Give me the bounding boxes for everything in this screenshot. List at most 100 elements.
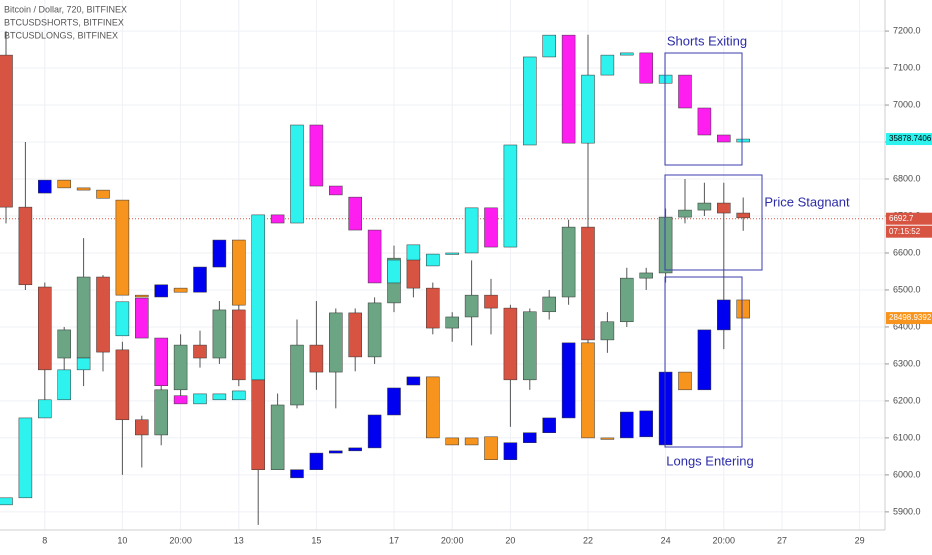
y-tick-label: 6400.0 xyxy=(893,321,921,331)
candle-body xyxy=(697,107,712,136)
candle-body xyxy=(426,253,440,267)
x-tick-label: 20:00 xyxy=(169,535,192,545)
candle-body xyxy=(736,299,750,319)
candle-body xyxy=(18,206,33,286)
candle-body xyxy=(309,344,324,373)
candle-body xyxy=(115,301,130,337)
candle-body xyxy=(193,393,207,405)
candle-body xyxy=(678,371,692,391)
candle-body xyxy=(329,185,343,196)
price-tag xyxy=(886,133,932,146)
candle-body xyxy=(38,179,52,194)
candle-body xyxy=(57,329,71,359)
x-tick-label: 10 xyxy=(117,535,127,545)
y-tick-label: 6500.0 xyxy=(893,284,921,294)
y-tick-label: 7000.0 xyxy=(893,99,921,109)
y-tick-label: 6100.0 xyxy=(893,432,921,442)
annotation: Longs Entering xyxy=(666,453,753,468)
candle-body xyxy=(212,393,227,401)
candle-body xyxy=(697,329,712,391)
candle-body xyxy=(561,34,576,144)
candle-body xyxy=(464,437,479,446)
candle-body xyxy=(329,312,343,373)
candle-body xyxy=(232,309,246,381)
legend-entry: BTCUSDLONGS, BITFINEX xyxy=(4,30,118,40)
candle-body xyxy=(581,226,595,341)
candle-body xyxy=(76,187,91,191)
candle-body xyxy=(639,272,653,279)
candle-body xyxy=(309,124,324,187)
candle-body xyxy=(426,287,440,329)
price-axis xyxy=(885,0,932,550)
candle-body xyxy=(173,287,188,293)
candle-body xyxy=(18,417,33,499)
candle-body xyxy=(600,437,615,440)
candle-body xyxy=(38,286,52,371)
candle-body xyxy=(154,284,168,298)
candle-body xyxy=(406,376,421,386)
legend-entry: BTCUSDSHORTS, BITFINEX xyxy=(4,17,124,27)
price-tag xyxy=(886,212,932,225)
candle-body xyxy=(193,344,207,359)
candle-body xyxy=(367,302,382,358)
candle-body xyxy=(135,297,149,339)
y-tick-label: 5900.0 xyxy=(893,506,921,516)
x-tick-label: 24 xyxy=(661,535,671,545)
candle-body xyxy=(232,239,246,306)
candle-body xyxy=(678,74,692,109)
y-tick-label: 6200.0 xyxy=(893,395,921,405)
candle-body xyxy=(639,52,653,84)
price-tag-label: 28498.9392 xyxy=(889,313,932,322)
annotation-box xyxy=(664,276,743,448)
candle-body xyxy=(212,309,227,359)
candle-body xyxy=(561,342,576,419)
candle-body xyxy=(76,357,91,371)
y-tick-label: 6800.0 xyxy=(893,173,921,183)
candle-body xyxy=(367,229,382,284)
candle-body xyxy=(620,52,634,56)
axes: 5900.0 6000.0 6100.0 6200.0 6300.0 6400.0 6500… xyxy=(42,25,932,545)
candle-body xyxy=(503,442,518,460)
candle-body xyxy=(523,432,537,443)
candle-body xyxy=(367,414,382,449)
x-tick-label: 20 xyxy=(505,535,515,545)
candle-body xyxy=(115,199,130,296)
annotation-box xyxy=(664,174,763,271)
price-tag-label: 6692.7 xyxy=(889,214,914,223)
candle-body xyxy=(76,276,91,359)
annotation: Price Stagnant xyxy=(764,194,850,209)
candle-body xyxy=(193,266,207,293)
candle-body xyxy=(96,189,110,199)
candle-body xyxy=(620,411,634,439)
candle-body xyxy=(523,311,537,381)
y-tick-label: 6300.0 xyxy=(893,358,921,368)
candle-body xyxy=(484,436,498,460)
x-tick-label: 20:00 xyxy=(713,535,736,545)
candle-body xyxy=(717,299,731,331)
x-tick-label: 15 xyxy=(311,535,321,545)
candle-body xyxy=(348,196,362,231)
x-tick-label: 20:00 xyxy=(441,535,464,545)
candle-body xyxy=(426,376,440,439)
candle-body xyxy=(658,216,673,274)
candle-body xyxy=(57,369,71,401)
candle-body xyxy=(484,294,498,309)
candle-body xyxy=(329,450,343,454)
candle-body xyxy=(717,202,731,214)
candle-body xyxy=(173,344,188,391)
candle-body xyxy=(290,124,304,224)
candle-body xyxy=(387,387,401,416)
candle-body xyxy=(0,497,13,506)
x-tick-label: 27 xyxy=(777,535,787,545)
candle-body xyxy=(717,134,731,143)
candle-body xyxy=(270,214,285,224)
candle-body xyxy=(154,337,168,387)
candle-body xyxy=(464,207,479,254)
annotation-box xyxy=(664,52,743,166)
x-tick-label: 13 xyxy=(234,535,244,545)
candle-body xyxy=(464,294,479,318)
candle-body xyxy=(581,74,595,144)
candle-body xyxy=(251,379,265,470)
candle-body xyxy=(542,296,556,313)
candle-body xyxy=(212,239,227,268)
